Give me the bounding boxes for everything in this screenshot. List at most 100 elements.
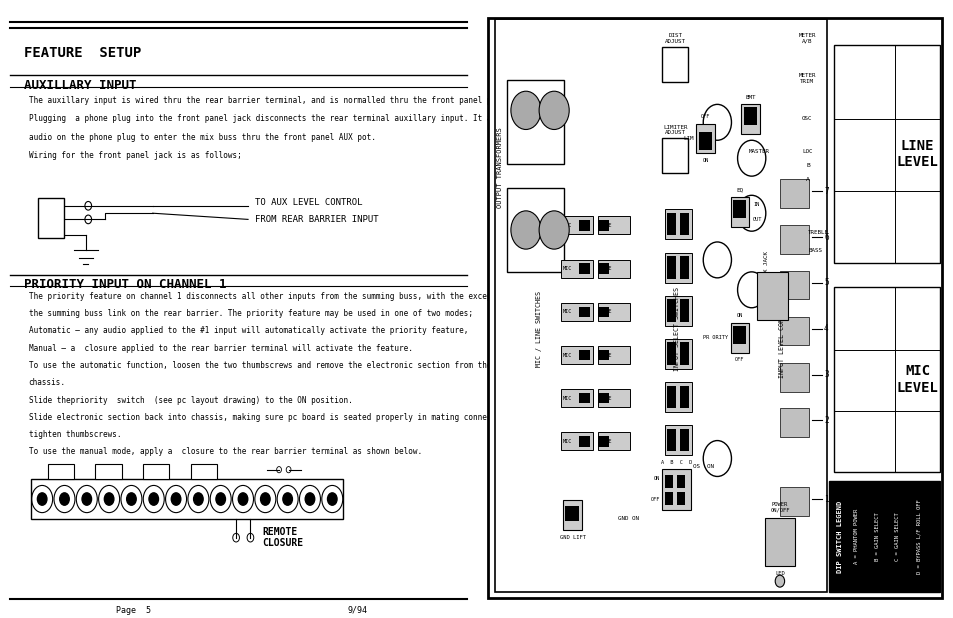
Text: 6: 6 [823, 232, 828, 242]
Bar [780, 271, 808, 299]
Text: OFF: OFF [700, 114, 710, 119]
Text: MIC: MIC [562, 396, 572, 400]
Circle shape [172, 493, 181, 506]
Text: LOC: LOC [801, 148, 812, 153]
Circle shape [260, 493, 270, 506]
Bar [677, 492, 684, 505]
Bar [30, 479, 343, 519]
Circle shape [702, 104, 731, 140]
Text: BMT: BMT [744, 95, 755, 99]
Bar [732, 200, 745, 218]
Text: 1: 1 [823, 494, 828, 504]
Text: D = BYPASS L/F ROLL OFF: D = BYPASS L/F ROLL OFF [915, 499, 921, 574]
Text: 4: 4 [823, 324, 828, 333]
Bar [560, 432, 593, 450]
Bar [578, 307, 590, 317]
Bar [95, 464, 122, 479]
Bar [833, 44, 939, 263]
Text: Manual – a  closure applied to the rear barrier terminal will activate the featu: Manual – a closure applied to the rear b… [29, 344, 412, 353]
Text: The auxillary input is wired thru the rear barrier terminal, and is normalled th: The auxillary input is wired thru the re… [29, 96, 537, 105]
Bar [578, 436, 590, 447]
Bar [507, 80, 563, 164]
Bar [560, 303, 593, 321]
Text: A  B  C  D: A B C D [660, 460, 691, 465]
Bar [598, 392, 609, 404]
Circle shape [60, 493, 70, 506]
Bar [664, 382, 691, 412]
Text: POWER
ON/OFF: POWER ON/OFF [769, 502, 789, 512]
Text: audio on the phone plug to enter the mix buss thru the front panel AUX pot.: audio on the phone plug to enter the mix… [29, 133, 375, 142]
Text: LIMITER
ADJUST: LIMITER ADJUST [662, 125, 687, 135]
Circle shape [327, 493, 336, 506]
Circle shape [538, 91, 569, 130]
Bar [743, 108, 756, 125]
Bar [780, 487, 808, 516]
Bar [598, 436, 609, 447]
Bar [598, 350, 609, 360]
Bar [578, 263, 590, 274]
Text: DIST
ADJUST: DIST ADJUST [664, 33, 685, 44]
Circle shape [283, 493, 293, 506]
Bar [560, 216, 593, 234]
Circle shape [538, 211, 569, 249]
Bar [560, 260, 593, 278]
Bar [666, 386, 676, 408]
Text: METER
A/B: METER A/B [798, 33, 815, 43]
Bar [757, 272, 787, 320]
Bar [143, 464, 169, 479]
Bar [666, 256, 676, 279]
Bar [565, 506, 578, 522]
Text: To use the automatic function, loosen the two thumbscrews and remove the electro: To use the automatic function, loosen th… [29, 361, 491, 370]
Circle shape [737, 140, 765, 176]
Circle shape [104, 493, 113, 506]
Bar [664, 425, 691, 455]
Circle shape [127, 493, 136, 506]
Bar [664, 209, 691, 239]
Text: LINE: LINE [599, 266, 612, 271]
Text: 2: 2 [823, 416, 828, 425]
Text: MIC: MIC [562, 352, 572, 358]
Bar [740, 104, 760, 134]
Text: OUT: OUT [752, 218, 761, 222]
Text: AUX JACK: AUX JACK [763, 251, 768, 279]
Text: OUTPUT TRANSFORMERS: OUTPUT TRANSFORMERS [497, 127, 502, 208]
Bar [598, 389, 629, 407]
Bar [732, 326, 745, 344]
Circle shape [737, 272, 765, 308]
Text: Automatic – any audio applied to the #1 input will automatically activate the pr: Automatic – any audio applied to the #1 … [29, 326, 468, 336]
Bar [666, 429, 676, 451]
Text: TO AUX LEVEL CONTROL: TO AUX LEVEL CONTROL [255, 198, 362, 207]
Text: ON: ON [653, 476, 659, 481]
Bar [764, 519, 795, 566]
Bar [679, 299, 688, 322]
Text: LINE: LINE [599, 310, 612, 315]
Bar [780, 225, 808, 254]
Bar [661, 469, 690, 510]
Text: MIC
LEVEL: MIC LEVEL [896, 365, 938, 395]
Text: INPUT SELECT SWITCHES: INPUT SELECT SWITCHES [674, 287, 679, 371]
Text: 7: 7 [823, 187, 828, 196]
Text: Wiring for the front panel jack is as follows;: Wiring for the front panel jack is as fo… [29, 151, 241, 161]
Text: LINE: LINE [599, 352, 612, 358]
Text: the summing buss link on the rear barrier. The priority feature may be used in o: the summing buss link on the rear barrie… [29, 309, 472, 318]
Text: OFF: OFF [650, 497, 659, 502]
Text: The priority feature on channel 1 disconnects all other inputs from the summing : The priority feature on channel 1 discon… [29, 292, 523, 301]
Text: MIC: MIC [562, 310, 572, 315]
Bar [578, 350, 590, 360]
Text: BASS: BASS [807, 248, 821, 253]
Text: OSC: OSC [801, 116, 812, 121]
Bar [661, 47, 687, 82]
Bar [666, 342, 676, 365]
Text: A = PHANTOM POWER: A = PHANTOM POWER [853, 509, 858, 564]
Text: MASTER: MASTER [748, 148, 769, 153]
Circle shape [37, 493, 47, 506]
Bar [698, 132, 711, 150]
Bar [664, 475, 673, 488]
Bar [598, 432, 629, 450]
Text: LINE: LINE [599, 439, 612, 444]
Circle shape [305, 493, 314, 506]
Circle shape [149, 493, 158, 506]
Text: METER
TRIM: METER TRIM [798, 74, 815, 84]
Text: FEATURE  SETUP: FEATURE SETUP [24, 46, 141, 61]
Bar [191, 464, 216, 479]
